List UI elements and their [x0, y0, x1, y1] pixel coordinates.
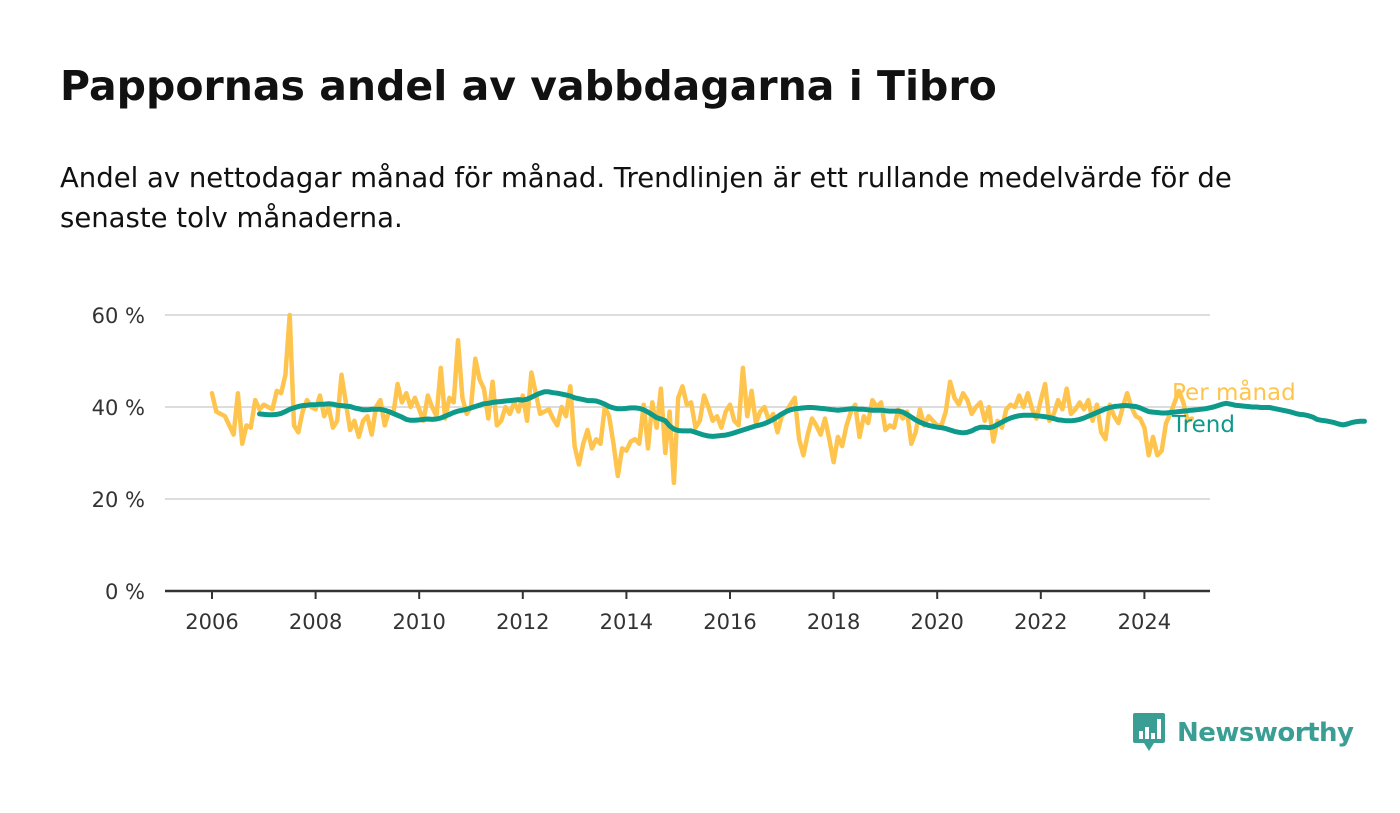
brand-name: Newsworthy [1177, 718, 1354, 748]
y-axis-ticks: 0 % 20 % 40 % 60 % [92, 304, 145, 604]
series-line-per-manad [209, 312, 1195, 486]
x-tick-label: 2024 [1118, 610, 1171, 634]
newsworthy-logo-icon [1133, 713, 1165, 751]
series-label-per-manad: Per månad [1172, 378, 1296, 406]
page-subtitle: Andel av nettodagar månad för månad. Tre… [60, 162, 1232, 234]
series-line-trend [257, 389, 1367, 439]
newsworthy-logo: Newsworthy [1133, 712, 1354, 754]
x-tick-label: 2018 [807, 610, 860, 634]
x-tick-label: 2012 [496, 610, 549, 634]
y-tick-label: 40 % [92, 396, 145, 420]
x-tick-label: 2008 [289, 610, 342, 634]
x-tick-label: 2006 [185, 610, 238, 634]
y-tick-label: 0 % [105, 580, 145, 604]
x-tick-label: 2022 [1014, 610, 1067, 634]
series-label-trend: Trend [1171, 412, 1235, 438]
page-title: Pappornas andel av vabbdagarna i Tibro [60, 62, 997, 110]
x-tick-label: 2010 [392, 610, 445, 634]
x-tick-label: 2014 [600, 610, 653, 634]
y-tick-label: 20 % [92, 488, 145, 512]
y-tick-label: 60 % [92, 304, 145, 328]
series-lines [209, 312, 1367, 486]
x-tick-label: 2020 [910, 610, 963, 634]
series-labels: Per månad Trend [1171, 378, 1296, 438]
x-tick-label: 2016 [703, 610, 756, 634]
x-axis: 2006 2008 2010 2012 2014 2016 2018 2020 2022 2024 [165, 589, 1210, 634]
